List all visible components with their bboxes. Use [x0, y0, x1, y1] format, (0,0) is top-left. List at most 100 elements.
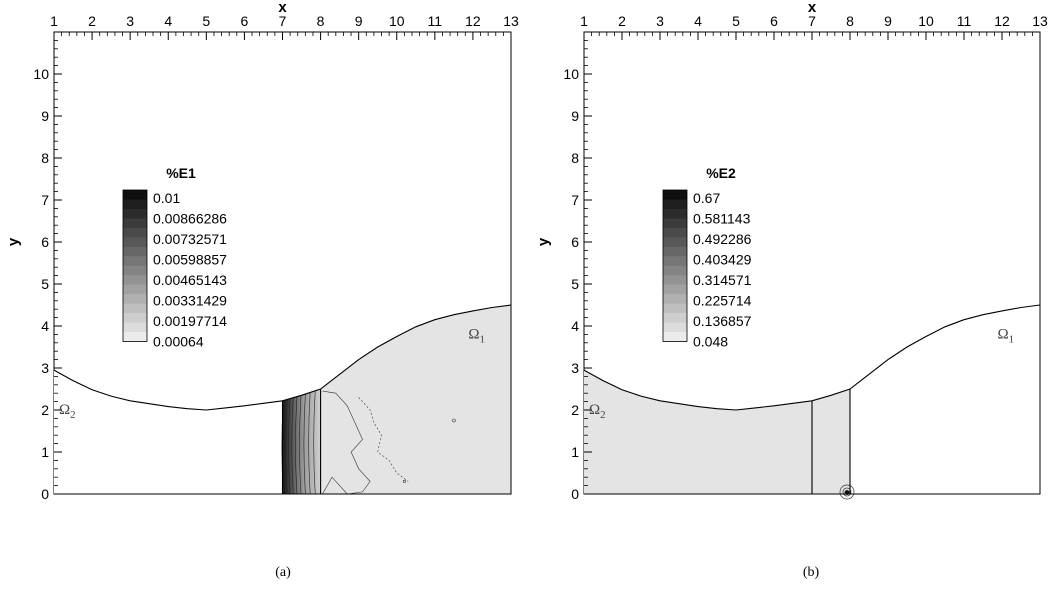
legend-level: 0.403429 [693, 252, 752, 268]
contour-line [308, 392, 311, 495]
legend-swatch [123, 208, 147, 219]
y-tick-label: 9 [571, 108, 579, 124]
x-tick-label: 13 [1032, 13, 1048, 29]
legend-level: 0.581143 [693, 211, 751, 227]
y-tick-label: 8 [41, 150, 49, 166]
x-tick-label: 2 [618, 13, 626, 29]
legend-swatch [123, 303, 147, 314]
x-tick-label: 12 [994, 13, 1010, 29]
legend-level: 0.136857 [693, 313, 752, 329]
legend-level: 0.01 [153, 190, 180, 206]
region-label: Ω2 [589, 402, 606, 421]
legend-swatch [663, 284, 687, 295]
legend-level: 0.00465143 [153, 272, 227, 288]
legend-swatch [123, 246, 147, 257]
legend: %E2 0.67 0.581143 0.492286 0.403429 0.314571 0… [662, 165, 752, 350]
panel-caption: (b) [803, 565, 820, 580]
contour-spot [402, 479, 406, 483]
legend-level: 0.00331429 [153, 293, 227, 309]
region-symbol: Ω [589, 402, 600, 418]
region-subscript: 2 [600, 409, 606, 421]
x-tick-label: 9 [884, 13, 892, 29]
legend-swatch [663, 199, 687, 210]
legend-swatch [123, 237, 147, 248]
y-tick-label: 2 [41, 402, 49, 418]
legend-level: 0.492286 [693, 231, 752, 247]
region-right-fill [320, 305, 511, 494]
legend-level: 0.00732571 [153, 231, 227, 247]
x-tick-label: 9 [355, 13, 363, 29]
legend-swatch [123, 265, 147, 276]
y-tick-label: 10 [563, 66, 579, 82]
legend-swatch [123, 190, 147, 200]
y-tick-label: 8 [571, 150, 579, 166]
x-tick-label: 1 [580, 13, 588, 29]
legend-swatch [123, 332, 147, 342]
region-subscript: 1 [1009, 334, 1015, 346]
legend-swatch [123, 199, 147, 210]
contour-line [285, 399, 288, 495]
legend-swatch [663, 275, 687, 285]
legend-level: 0.225714 [693, 293, 752, 309]
region-label: Ω2 [59, 402, 76, 421]
x-tick-label: 8 [317, 13, 325, 29]
contour-line [303, 394, 306, 495]
singularity-ring [839, 484, 855, 500]
y-tick-label: 5 [571, 276, 579, 292]
x-tick-label: 12 [465, 13, 481, 29]
legend-swatch [663, 218, 687, 229]
legend-swatch [123, 322, 147, 333]
y-tick-label: 1 [41, 444, 49, 460]
y-tick-label: 3 [571, 360, 579, 376]
contour-noisy [358, 397, 409, 482]
x-tick-label: 10 [389, 13, 405, 29]
legend-swatch [123, 218, 147, 229]
legend-title: %E2 [706, 165, 736, 181]
x-tick-label: 5 [202, 13, 210, 29]
legend-swatch [663, 303, 687, 314]
contour-line [299, 395, 302, 495]
x-axis-label: x [278, 0, 287, 16]
region-middle-fill [282, 389, 321, 494]
contour-line [288, 398, 291, 495]
x-tick-label: 6 [770, 13, 778, 29]
legend-level: 0.00598857 [153, 252, 227, 268]
legend-title: %E1 [166, 165, 196, 181]
legend-level: 0.048 [693, 334, 728, 350]
x-tick-label: 11 [428, 13, 443, 29]
y-tick-label: 10 [33, 66, 49, 82]
legend: %E1 0.01 0.00866286 0.00732571 0.00598857 0.0… [122, 165, 227, 350]
legend-swatch [663, 190, 687, 200]
x-tick-label: 8 [846, 13, 854, 29]
legend-swatch [663, 227, 687, 238]
legend-swatch [123, 256, 147, 267]
x-tick-label: 1 [50, 13, 58, 29]
panel-a: 1 2 3 4 5 6 7 8 9 10 11 12 13x012345678910y%E10.010.… [5, 0, 519, 580]
y-tick-label: 7 [41, 192, 49, 208]
legend-level: 0.67 [693, 190, 720, 206]
legend-swatch [663, 256, 687, 267]
y-axis-label: y [5, 237, 22, 246]
y-tick-label: 4 [571, 318, 579, 334]
contour-line [313, 390, 316, 495]
contour-line [291, 397, 294, 495]
x-tick-label: 6 [241, 13, 249, 29]
panel-caption: (a) [275, 565, 291, 580]
region-label: Ω1 [997, 327, 1014, 346]
legend-swatch [663, 208, 687, 219]
y-tick-label: 4 [41, 318, 49, 334]
legend-swatch [123, 275, 147, 285]
panel-b: 1 2 3 4 5 6 7 8 9 10 11 12 13x012345678910y%E20.670.… [535, 0, 1048, 580]
region-left-fill [584, 370, 812, 494]
x-tick-label: 3 [126, 13, 134, 29]
y-tick-label: 6 [41, 234, 49, 250]
legend-swatch [663, 237, 687, 248]
legend-swatch [123, 227, 147, 238]
y-tick-label: 9 [41, 108, 49, 124]
contour-noisy [322, 390, 371, 495]
y-tick-label: 2 [571, 402, 579, 418]
legend-level: 0.00866286 [153, 211, 227, 227]
y-tick-label: 0 [41, 486, 49, 502]
legend-swatch [123, 313, 147, 323]
